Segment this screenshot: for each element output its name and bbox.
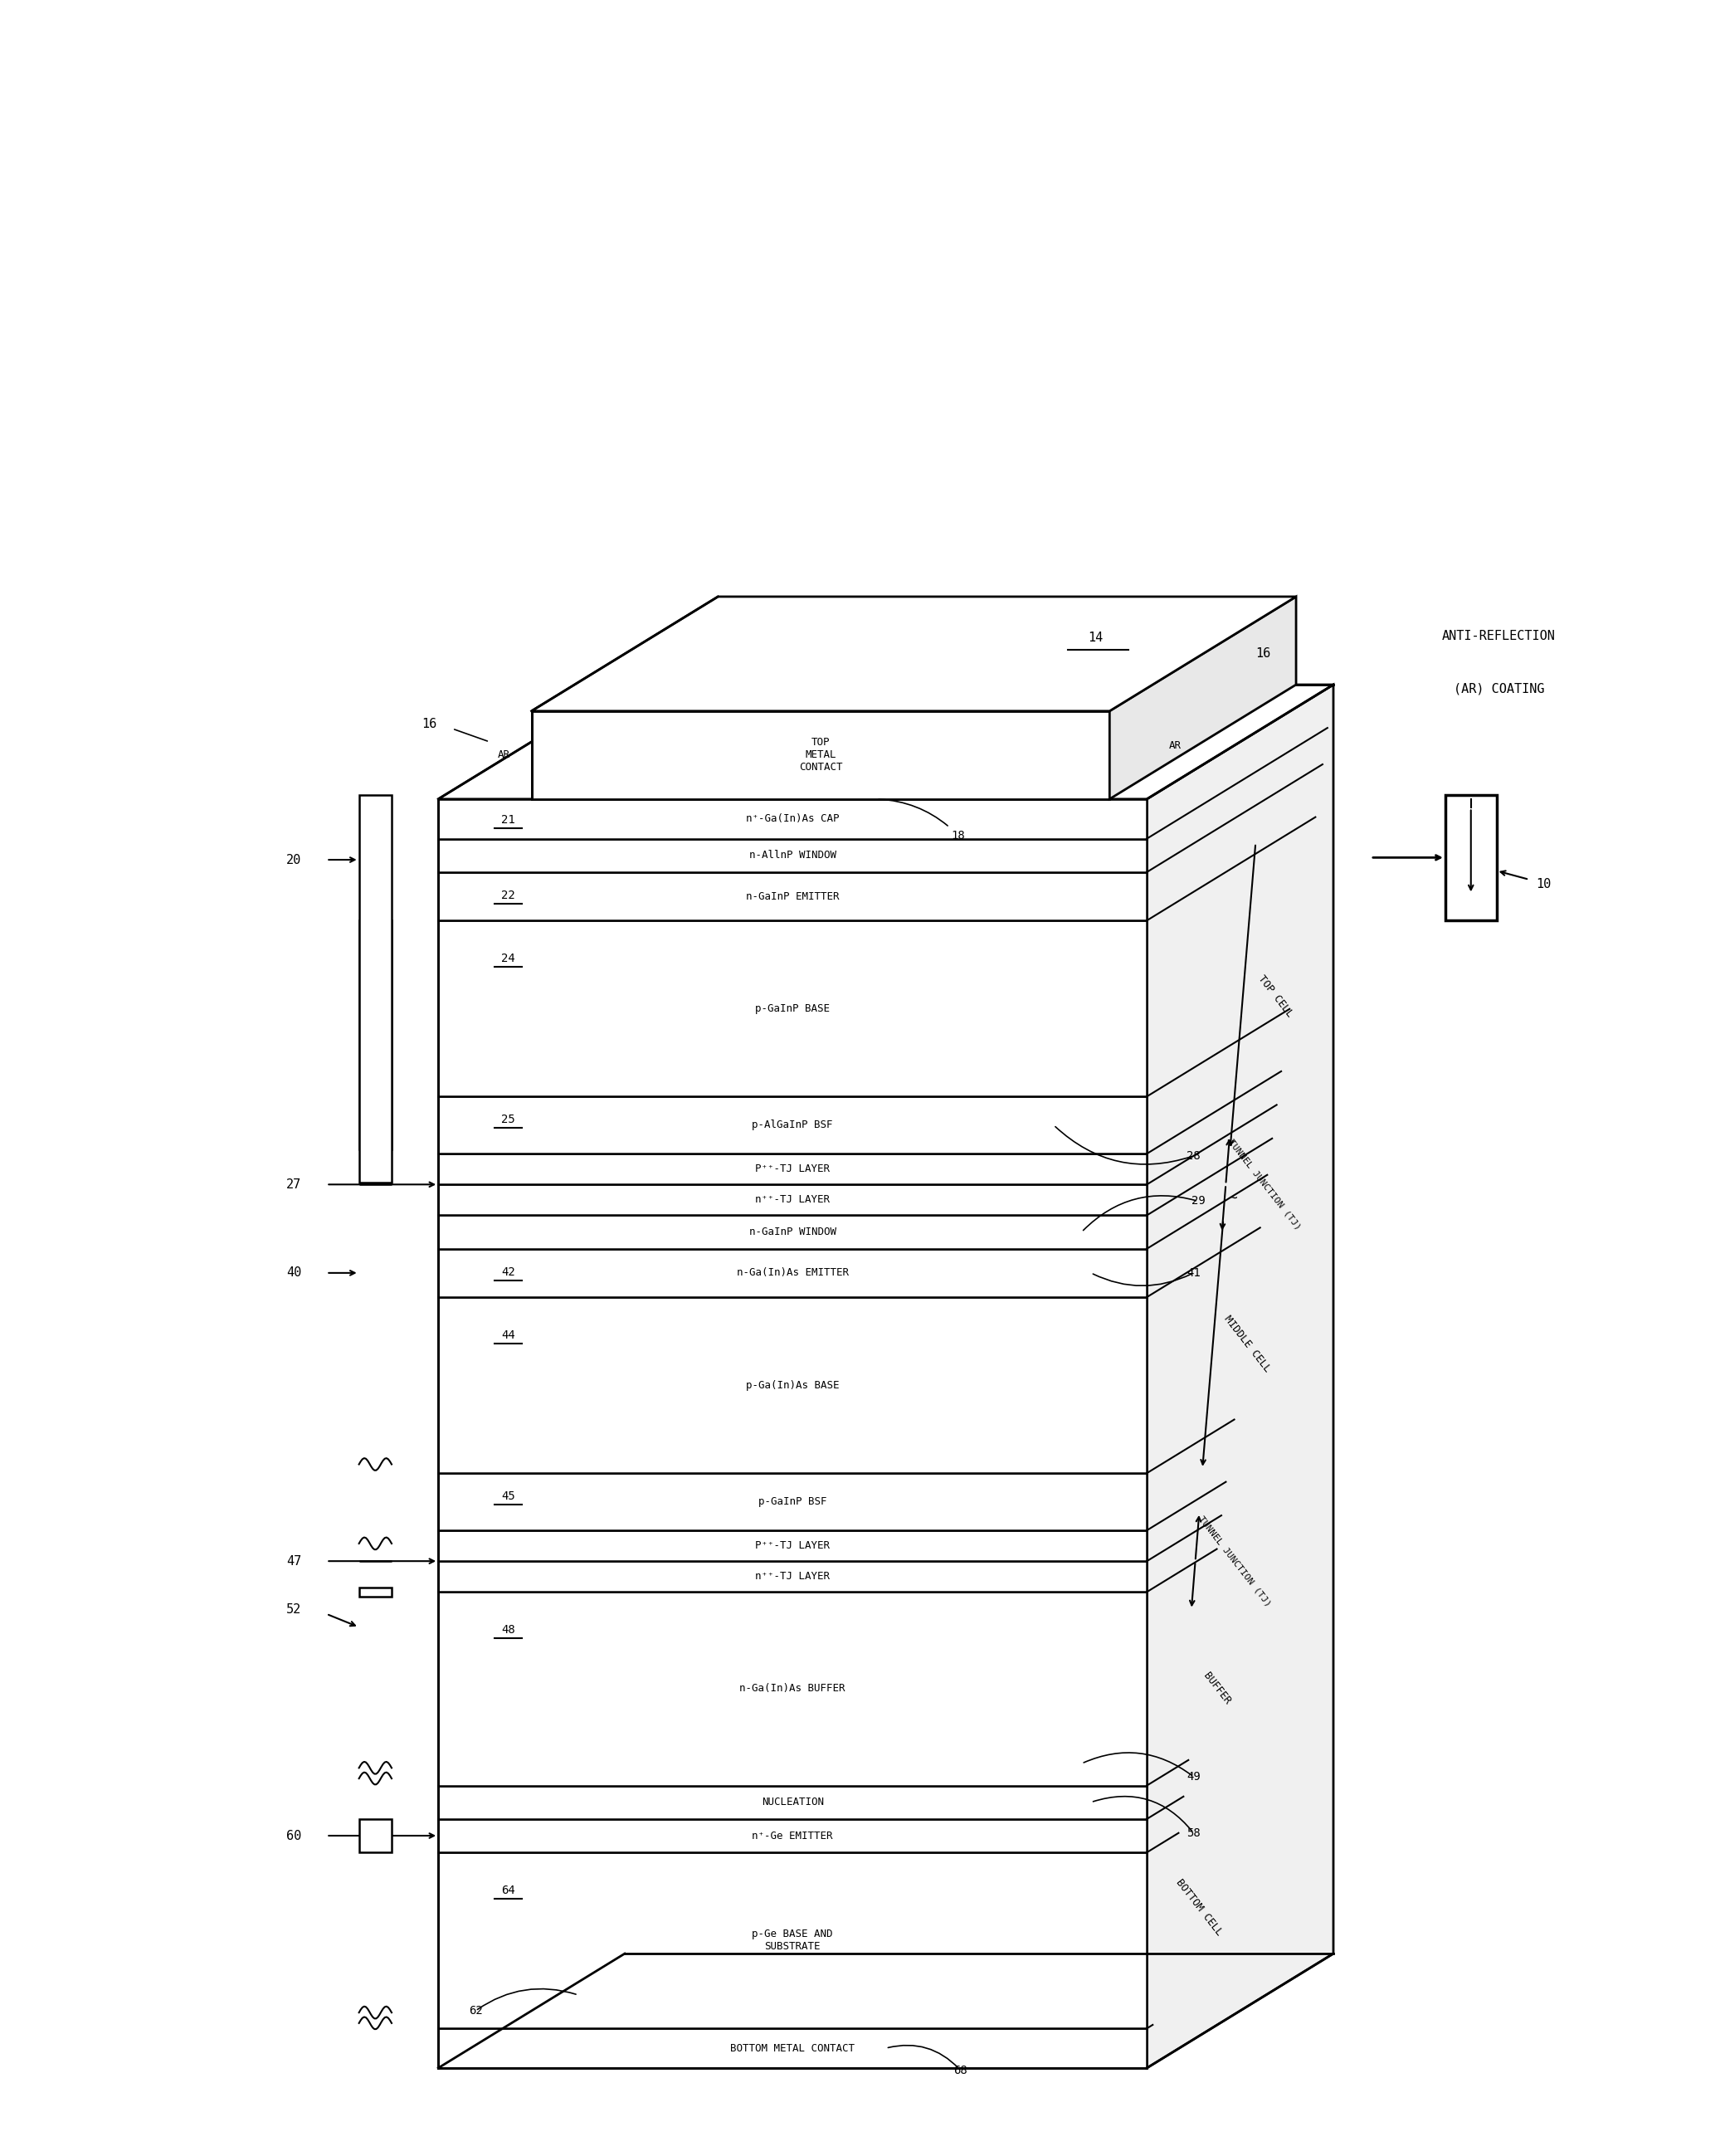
Polygon shape	[359, 921, 392, 1149]
Text: 60: 60	[286, 1830, 302, 1841]
Text: BUFFER: BUFFER	[1201, 1671, 1232, 1708]
Polygon shape	[1446, 796, 1497, 921]
Polygon shape	[359, 1820, 392, 1852]
Text: 64: 64	[502, 1884, 516, 1897]
Polygon shape	[438, 1298, 1147, 1473]
Text: 20: 20	[286, 854, 302, 867]
Polygon shape	[531, 711, 1109, 800]
Polygon shape	[438, 686, 1333, 800]
Text: TOP
METAL
CONTACT: TOP METAL CONTACT	[799, 737, 842, 772]
Text: n-Ga(In)As EMITTER: n-Ga(In)As EMITTER	[737, 1268, 849, 1279]
Text: P⁺⁺-TJ LAYER: P⁺⁺-TJ LAYER	[756, 1164, 830, 1175]
Polygon shape	[438, 1473, 1147, 1531]
Text: 18: 18	[878, 800, 964, 841]
Text: p-AlGaInP BSF: p-AlGaInP BSF	[752, 1119, 833, 1130]
Text: 16: 16	[1256, 647, 1271, 660]
Text: BOTTOM CELL: BOTTOM CELL	[1173, 1876, 1225, 1938]
Text: 42: 42	[502, 1266, 516, 1279]
Polygon shape	[1147, 686, 1333, 2068]
Polygon shape	[438, 800, 1147, 839]
Text: ANTI-REFLECTION: ANTI-REFLECTION	[1442, 630, 1556, 642]
Polygon shape	[438, 1184, 1147, 1216]
Text: 44: 44	[502, 1330, 516, 1341]
Text: 28: 28	[1187, 1149, 1201, 1162]
Polygon shape	[438, 1531, 1147, 1561]
Text: n-Ga(In)As BUFFER: n-Ga(In)As BUFFER	[740, 1684, 845, 1695]
Text: p-Ga(In)As BASE: p-Ga(In)As BASE	[745, 1380, 840, 1391]
Polygon shape	[438, 921, 1147, 1097]
Text: BOTTOM METAL CONTACT: BOTTOM METAL CONTACT	[730, 2042, 856, 2055]
Text: 16: 16	[421, 718, 436, 731]
Text: 47: 47	[286, 1554, 302, 1567]
Text: 14: 14	[1088, 632, 1104, 645]
Text: ~: ~	[1228, 1190, 1237, 1205]
Polygon shape	[438, 1785, 1147, 1820]
Text: 22: 22	[502, 890, 516, 901]
Text: 27: 27	[286, 1179, 302, 1190]
Text: p-GaInP BASE: p-GaInP BASE	[756, 1003, 830, 1013]
Polygon shape	[438, 1153, 1147, 1184]
Polygon shape	[438, 1561, 1147, 1591]
Text: n⁺⁺-TJ LAYER: n⁺⁺-TJ LAYER	[756, 1194, 830, 1205]
Text: 29: 29	[1192, 1194, 1206, 1207]
Text: TUNNEL JUNCTION (TJ): TUNNEL JUNCTION (TJ)	[1226, 1138, 1302, 1231]
Polygon shape	[438, 1248, 1147, 1298]
Text: MIDDLE CELL: MIDDLE CELL	[1221, 1313, 1273, 1376]
Text: AR: AR	[1168, 740, 1182, 750]
Text: 58: 58	[1187, 1828, 1201, 1839]
Polygon shape	[359, 796, 392, 1184]
Text: 68: 68	[954, 2065, 968, 2076]
Text: n⁺⁺-TJ LAYER: n⁺⁺-TJ LAYER	[756, 1572, 830, 1583]
Text: 25: 25	[502, 1115, 516, 1125]
Text: 10: 10	[1535, 877, 1551, 890]
Text: 45: 45	[502, 1490, 516, 1503]
Text: 41: 41	[1187, 1268, 1201, 1279]
Text: (AR) COATING: (AR) COATING	[1454, 683, 1544, 694]
Polygon shape	[438, 1591, 1147, 1785]
Text: p-Ge BASE AND
SUBSTRATE: p-Ge BASE AND SUBSTRATE	[752, 1930, 833, 1951]
Polygon shape	[438, 1097, 1147, 1153]
Polygon shape	[438, 1820, 1147, 1852]
Text: p-GaInP BSF: p-GaInP BSF	[759, 1496, 826, 1507]
Text: 62: 62	[469, 2005, 483, 2016]
Text: 52: 52	[286, 1604, 302, 1615]
Text: P⁺⁺-TJ LAYER: P⁺⁺-TJ LAYER	[756, 1539, 830, 1550]
Polygon shape	[531, 597, 1295, 711]
Text: AR: AR	[497, 750, 509, 761]
Polygon shape	[438, 839, 1147, 871]
Text: TOP CELL: TOP CELL	[1256, 972, 1295, 1020]
Text: 48: 48	[502, 1623, 516, 1636]
Text: 21: 21	[502, 813, 516, 826]
Polygon shape	[438, 871, 1147, 921]
Text: n-GaInP WINDOW: n-GaInP WINDOW	[749, 1227, 837, 1238]
Text: n-AllnP WINDOW: n-AllnP WINDOW	[749, 849, 837, 860]
Text: 49: 49	[1187, 1770, 1201, 1783]
Text: n-GaInP EMITTER: n-GaInP EMITTER	[745, 890, 840, 901]
Text: n⁺-Ga(In)As CAP: n⁺-Ga(In)As CAP	[745, 813, 840, 824]
Text: n⁺-Ge EMITTER: n⁺-Ge EMITTER	[752, 1830, 833, 1841]
Polygon shape	[359, 1587, 392, 1595]
Text: TUNNEL JUNCTION (TJ): TUNNEL JUNCTION (TJ)	[1197, 1514, 1273, 1608]
Polygon shape	[438, 1216, 1147, 1248]
Text: 40: 40	[286, 1268, 302, 1279]
Polygon shape	[1109, 597, 1295, 800]
Polygon shape	[438, 2029, 1147, 2068]
Polygon shape	[438, 1852, 1147, 2029]
Text: NUCLEATION: NUCLEATION	[761, 1796, 823, 1807]
Text: 24: 24	[502, 953, 516, 964]
